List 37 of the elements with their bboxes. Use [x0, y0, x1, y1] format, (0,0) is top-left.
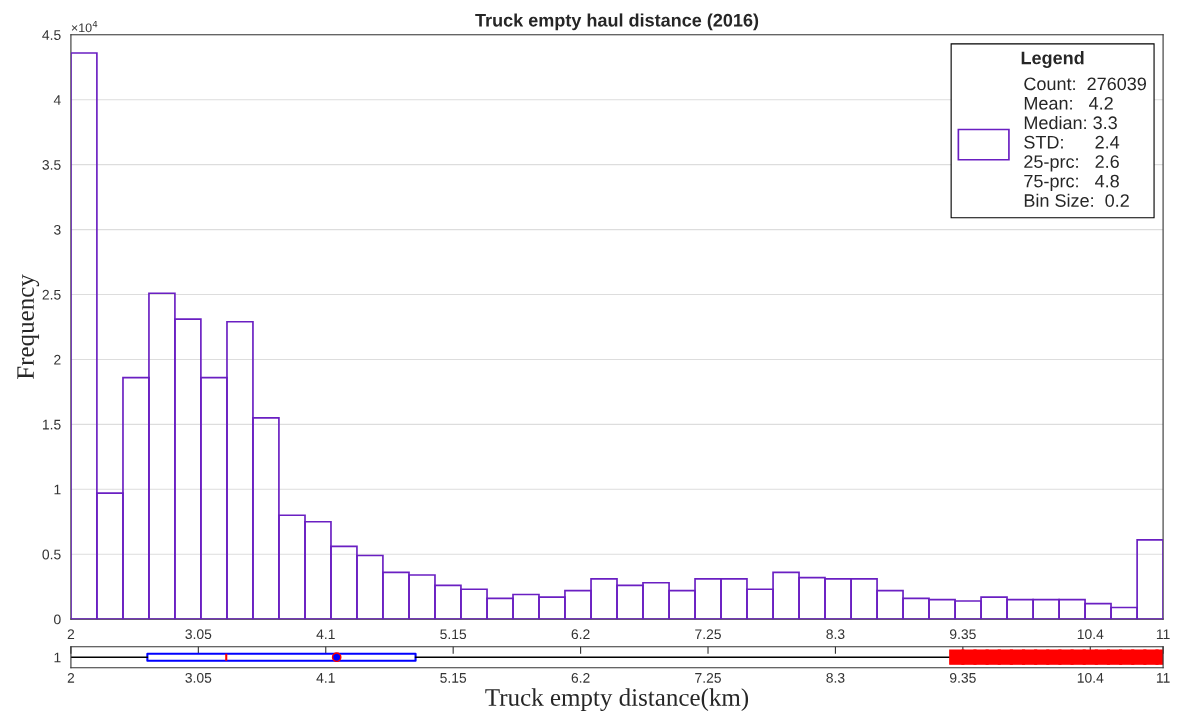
x-tick-label: 8.3: [826, 672, 845, 683]
text: ×10$^{4}$: [71, 20, 98, 33]
x-tick-label: 7.25: [695, 629, 721, 640]
y-tick-label: 3: [54, 224, 61, 235]
y-tick-label: 2.5: [42, 289, 61, 300]
y-tick-label: 2: [54, 354, 61, 365]
x-tick-label: 4.1: [316, 629, 335, 639]
x-tick-label: 5.15: [440, 673, 467, 683]
x-tick-label: 2: [67, 672, 75, 683]
legend-title: Legend: [1021, 51, 1084, 68]
x-tick-label: 3.05: [185, 672, 212, 683]
x-tick-label: 2: [67, 629, 75, 639]
chart-title: Truck empty haul distance (2016): [475, 13, 759, 31]
y-tick-label: 4: [53, 95, 61, 105]
y-axis-title: Frequency: [17, 274, 40, 380]
y-tick-label: 0: [54, 614, 61, 625]
x-tick-label: 11: [1156, 629, 1170, 639]
y-tick-label: 1: [54, 484, 61, 495]
x-tick-label: 6.2: [571, 672, 590, 683]
x-tick-label: 9.35: [949, 629, 976, 640]
y-tick-label: 0.5: [42, 549, 61, 560]
x-tick-label: 10.4: [1077, 629, 1104, 640]
x-tick-label: 9.35: [949, 672, 976, 683]
legend-label: Count: 276039 Mean: 4.2 Median: 3.3 STD: 2.4 25-prc: 2.6 75-prc: 4.8 Bin Size: 0.2: [1024, 77, 1146, 207]
y-tick-label: 3.5: [42, 159, 61, 170]
x-tick-label: 8.3: [826, 629, 845, 640]
x-tick-label: 6.2: [571, 629, 590, 640]
x-axis-title: Truck empty distance(km): [485, 688, 749, 712]
y-tick-label: 1.5: [42, 419, 61, 430]
x-tick-label: 11: [1156, 673, 1170, 683]
x-tick-label: 7.25: [695, 672, 721, 683]
x-tick-label: 5.15: [440, 629, 467, 640]
y-tick-label: 4.5: [42, 30, 61, 40]
y-tick-label: 1: [54, 652, 61, 663]
x-tick-label: 3.05: [185, 629, 212, 640]
x-tick-label: 4.1: [316, 673, 335, 683]
x-tick-label: 10.4: [1077, 672, 1104, 683]
